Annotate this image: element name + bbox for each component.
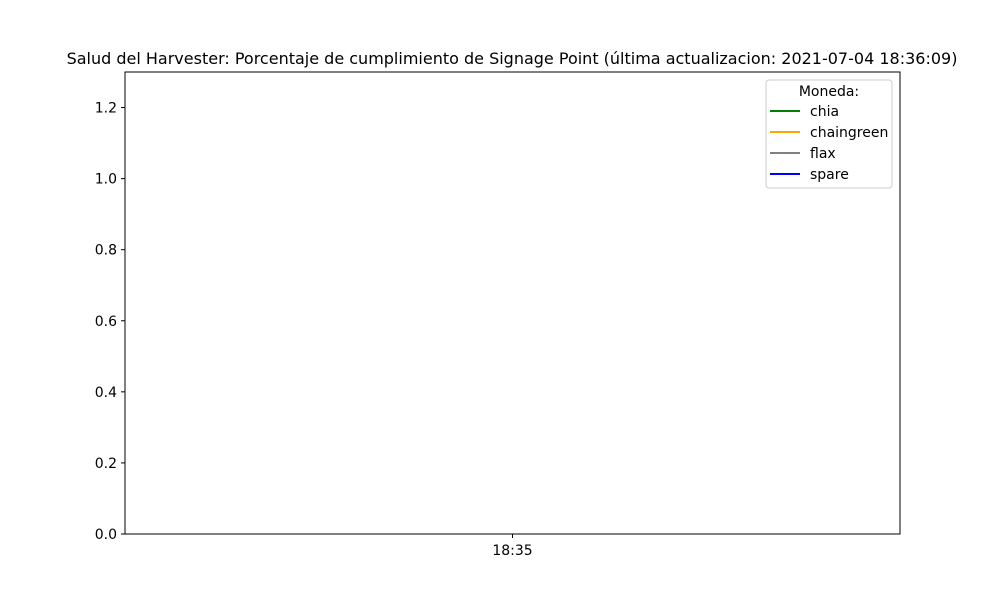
- x-tick-label: 18:35: [492, 543, 532, 559]
- y-tick-label: 1.0: [95, 172, 117, 188]
- legend-label-chaingreen: chaingreen: [810, 125, 888, 141]
- y-axis: 0.0 0.2 0.4 0.6 0.8 1.0 1.2: [95, 101, 125, 543]
- x-axis: 18:35: [492, 534, 533, 559]
- y-tick-label: 0.8: [95, 243, 117, 259]
- legend-label-flax: flax: [810, 146, 836, 162]
- y-tick-label: 0.0: [95, 527, 117, 543]
- y-tick-label: 0.4: [95, 385, 117, 401]
- y-tick-label: 1.2: [95, 101, 117, 117]
- y-tick-label: 0.6: [95, 314, 117, 330]
- legend-label-spare: spare: [810, 167, 849, 183]
- y-tick-label: 0.2: [95, 456, 117, 472]
- legend-label-chia: chia: [810, 104, 839, 120]
- legend: Moneda: chia chaingreen flax spare: [765, 79, 893, 189]
- legend-items: chia chaingreen flax spare: [770, 104, 888, 183]
- legend-title: Moneda:: [799, 84, 859, 100]
- legend-box: [765, 79, 893, 189]
- chart-title: Salud del Harvester: Porcentaje de cumpl…: [67, 49, 958, 68]
